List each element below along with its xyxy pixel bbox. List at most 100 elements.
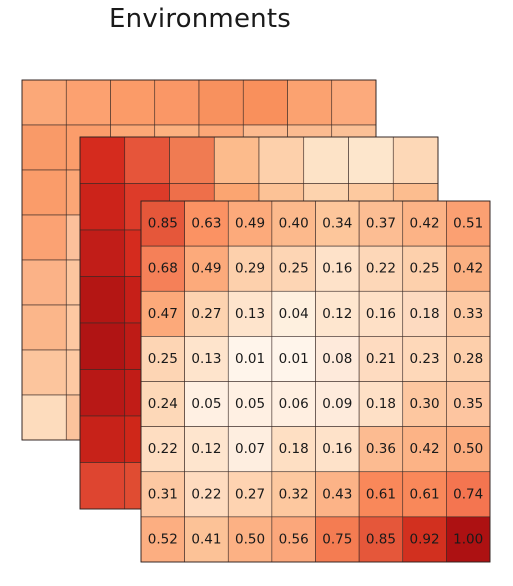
front-heatmap-cell [271, 426, 316, 473]
cell-value-label: 0.22 [148, 441, 178, 457]
front-heatmap-cell [227, 381, 273, 427]
cell-value-label: 0.50 [453, 441, 483, 457]
front-heatmap-cell [315, 471, 360, 518]
cell-value-label: 0.42 [410, 441, 440, 457]
middle-heatmap-cell [79, 415, 126, 463]
cell-value-label: 0.33 [453, 306, 483, 322]
cell-value-label: 0.22 [366, 261, 396, 277]
cell-value-label: 0.16 [322, 261, 352, 277]
middle-heatmap-cell [124, 136, 170, 184]
cell-value-label: 0.18 [410, 306, 440, 322]
cell-value-label: 0.49 [191, 261, 221, 277]
cell-value-label: 0.40 [279, 216, 309, 232]
middle-heatmap-cell [169, 136, 215, 184]
middle-heatmap-cell [348, 136, 394, 184]
cell-value-label: 0.01 [235, 351, 265, 367]
cell-value-label: 0.05 [191, 396, 221, 412]
middle-heatmap-cell [79, 276, 126, 324]
front-heatmap-cell [271, 471, 316, 518]
front-heatmap-cell [271, 336, 316, 382]
back-heatmap-cell [21, 349, 67, 396]
front-heatmap-cell [402, 200, 447, 247]
back-heatmap-cell [154, 79, 200, 126]
back-heatmap-cell [198, 79, 244, 126]
back-heatmap-cell [65, 79, 111, 126]
front-heatmap-cell [227, 290, 273, 337]
front-heatmap-cell [402, 290, 447, 337]
front-heatmap-cell [271, 290, 316, 337]
front-heatmap-cell [446, 245, 491, 292]
front-heatmap-cell [184, 381, 229, 427]
middle-heatmap-cell [79, 322, 126, 370]
back-heatmap-cell [21, 169, 67, 216]
cell-value-label: 0.35 [453, 396, 483, 412]
front-heatmap-cell [184, 426, 229, 473]
cell-value-label: 0.18 [366, 396, 396, 412]
front-heatmap-cell [184, 336, 229, 382]
front-heatmap-cell [358, 336, 404, 382]
front-heatmap-cell [402, 426, 447, 473]
front-heatmap-cell [315, 516, 360, 563]
cell-value-label: 0.08 [322, 351, 352, 367]
middle-heatmap-cell [79, 229, 126, 277]
cell-value-label: 0.51 [453, 216, 483, 232]
front-heatmap-cell [315, 245, 360, 292]
cell-value-label: 0.24 [148, 396, 178, 412]
cell-value-label: 0.34 [322, 216, 352, 232]
front-heatmap-cell [140, 290, 185, 337]
front-heatmap-cell [184, 471, 229, 518]
cell-value-label: 0.43 [322, 486, 352, 502]
cell-value-label: 0.36 [366, 441, 396, 457]
cell-value-label: 0.61 [366, 486, 396, 502]
cell-value-label: 0.49 [235, 216, 265, 232]
cell-value-label: 0.37 [366, 216, 396, 232]
front-heatmap-cell [358, 200, 404, 247]
front-heatmap-cell [140, 336, 185, 382]
diagram-title: Environments [109, 4, 291, 34]
front-heatmap-cell [271, 381, 316, 427]
front-heatmap-cell [402, 516, 447, 563]
cell-value-label: 0.13 [191, 351, 221, 367]
cell-value-label: 0.74 [453, 486, 483, 502]
front-heatmap-cell [446, 471, 491, 518]
front-layer-border [140, 200, 491, 563]
back-heatmap-cell [331, 79, 377, 126]
front-heatmap-cell [271, 516, 316, 563]
cell-value-label: 0.05 [235, 396, 265, 412]
cell-value-label: 0.01 [279, 351, 309, 367]
front-heatmap-cell [315, 426, 360, 473]
cell-value-label: 0.28 [453, 351, 483, 367]
cell-value-label: 0.42 [410, 216, 440, 232]
middle-heatmap-cell [213, 136, 260, 184]
cell-value-label: 0.85 [366, 531, 396, 547]
back-heatmap-cell [21, 259, 67, 306]
cell-value-label: 0.27 [191, 306, 221, 322]
front-heatmap-cell [358, 245, 404, 292]
front-heatmap-cell [271, 200, 316, 247]
front-heatmap-cell [184, 516, 229, 563]
front-heatmap-cell [446, 381, 491, 427]
front-heatmap-cell [227, 426, 273, 473]
front-heatmap-cell [140, 245, 185, 292]
front-heatmap-cell [315, 336, 360, 382]
cell-value-label: 0.25 [279, 261, 309, 277]
cell-value-label: 0.09 [322, 396, 352, 412]
cell-value-label: 0.27 [235, 486, 265, 502]
middle-heatmap-cell [392, 136, 439, 184]
back-heatmap-cell [21, 79, 67, 126]
cell-value-label: 0.07 [235, 441, 265, 457]
cell-value-label: 0.47 [148, 306, 178, 322]
front-heatmap-cell [446, 336, 491, 382]
front-heatmap-cell [140, 471, 185, 518]
back-heatmap-cell [21, 214, 67, 261]
front-heatmap-cell [446, 426, 491, 473]
cell-value-label: 0.16 [322, 441, 352, 457]
cell-value-label: 0.25 [410, 261, 440, 277]
cell-value-label: 0.06 [279, 396, 309, 412]
cell-value-label: 0.68 [148, 261, 178, 277]
cell-value-label: 0.42 [453, 261, 483, 277]
back-heatmap-cell [242, 79, 288, 126]
front-heatmap-layer: 0.85 0.63 0.49 0.40 0.34 0.37 0.42 0.51 0.68 0.49… [140, 200, 491, 563]
back-heatmap-cell [110, 79, 156, 126]
